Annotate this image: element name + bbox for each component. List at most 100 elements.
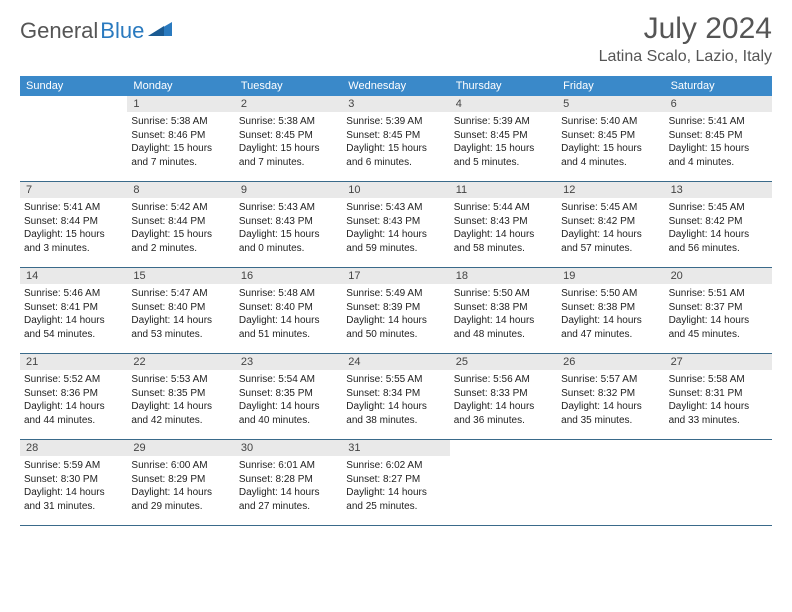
day-cell: 30Sunrise: 6:01 AMSunset: 8:28 PMDayligh… bbox=[235, 440, 342, 526]
day-cell: 16Sunrise: 5:48 AMSunset: 8:40 PMDayligh… bbox=[235, 268, 342, 354]
day-number: 2 bbox=[235, 96, 342, 112]
logo-text-right: Blue bbox=[100, 18, 144, 44]
day-cell: 2Sunrise: 5:38 AMSunset: 8:45 PMDaylight… bbox=[235, 96, 342, 182]
week-row: 21Sunrise: 5:52 AMSunset: 8:36 PMDayligh… bbox=[20, 354, 772, 440]
day-cell: 28Sunrise: 5:59 AMSunset: 8:30 PMDayligh… bbox=[20, 440, 127, 526]
day-number: 10 bbox=[342, 182, 449, 198]
day-cell: 8Sunrise: 5:42 AMSunset: 8:44 PMDaylight… bbox=[127, 182, 234, 268]
daylight-text-line1: Daylight: 15 hours bbox=[669, 142, 768, 156]
sunset-text: Sunset: 8:39 PM bbox=[346, 301, 445, 315]
weekday-label: Saturday bbox=[665, 76, 772, 96]
day-number: 13 bbox=[665, 182, 772, 198]
daylight-text-line2: and 7 minutes. bbox=[239, 156, 338, 170]
day-number: 26 bbox=[557, 354, 664, 370]
day-number: 5 bbox=[557, 96, 664, 112]
sunrise-text: Sunrise: 5:44 AM bbox=[454, 201, 553, 215]
day-cell: 4Sunrise: 5:39 AMSunset: 8:45 PMDaylight… bbox=[450, 96, 557, 182]
daylight-text-line1: Daylight: 15 hours bbox=[561, 142, 660, 156]
sunrise-text: Sunrise: 5:41 AM bbox=[669, 115, 768, 129]
sunrise-text: Sunrise: 5:57 AM bbox=[561, 373, 660, 387]
sunrise-text: Sunrise: 5:40 AM bbox=[561, 115, 660, 129]
week-row: 14Sunrise: 5:46 AMSunset: 8:41 PMDayligh… bbox=[20, 268, 772, 354]
title-block: July 2024 Latina Scalo, Lazio, Italy bbox=[599, 12, 772, 66]
daylight-text-line2: and 4 minutes. bbox=[561, 156, 660, 170]
day-number: 6 bbox=[665, 96, 772, 112]
sunset-text: Sunset: 8:35 PM bbox=[239, 387, 338, 401]
calendar-container: GeneralBlue July 2024 Latina Scalo, Lazi… bbox=[0, 0, 792, 538]
sunrise-text: Sunrise: 5:45 AM bbox=[561, 201, 660, 215]
sunset-text: Sunset: 8:36 PM bbox=[24, 387, 123, 401]
sunrise-text: Sunrise: 5:51 AM bbox=[669, 287, 768, 301]
sunset-text: Sunset: 8:42 PM bbox=[669, 215, 768, 229]
sunrise-text: Sunrise: 6:02 AM bbox=[346, 459, 445, 473]
sunrise-text: Sunrise: 6:00 AM bbox=[131, 459, 230, 473]
day-number: 4 bbox=[450, 96, 557, 112]
day-cell bbox=[20, 96, 127, 182]
daylight-text-line2: and 57 minutes. bbox=[561, 242, 660, 256]
location: Latina Scalo, Lazio, Italy bbox=[599, 48, 772, 66]
sunrise-text: Sunrise: 5:46 AM bbox=[24, 287, 123, 301]
daylight-text-line2: and 3 minutes. bbox=[24, 242, 123, 256]
daylight-text-line1: Daylight: 14 hours bbox=[346, 314, 445, 328]
sunset-text: Sunset: 8:27 PM bbox=[346, 473, 445, 487]
sunset-text: Sunset: 8:34 PM bbox=[346, 387, 445, 401]
daylight-text-line2: and 36 minutes. bbox=[454, 414, 553, 428]
day-number: 20 bbox=[665, 268, 772, 284]
sunrise-text: Sunrise: 5:53 AM bbox=[131, 373, 230, 387]
sunset-text: Sunset: 8:40 PM bbox=[131, 301, 230, 315]
sunrise-text: Sunrise: 5:52 AM bbox=[24, 373, 123, 387]
day-cell: 10Sunrise: 5:43 AMSunset: 8:43 PMDayligh… bbox=[342, 182, 449, 268]
weekday-label: Monday bbox=[127, 76, 234, 96]
day-number: 11 bbox=[450, 182, 557, 198]
day-cell: 11Sunrise: 5:44 AMSunset: 8:43 PMDayligh… bbox=[450, 182, 557, 268]
daylight-text-line2: and 27 minutes. bbox=[239, 500, 338, 514]
daylight-text-line1: Daylight: 14 hours bbox=[24, 400, 123, 414]
sunrise-text: Sunrise: 5:48 AM bbox=[239, 287, 338, 301]
daylight-text-line2: and 4 minutes. bbox=[669, 156, 768, 170]
sunrise-text: Sunrise: 5:39 AM bbox=[454, 115, 553, 129]
logo-triangle-icon bbox=[148, 18, 174, 44]
day-cell: 24Sunrise: 5:55 AMSunset: 8:34 PMDayligh… bbox=[342, 354, 449, 440]
daylight-text-line2: and 45 minutes. bbox=[669, 328, 768, 342]
sunrise-text: Sunrise: 5:58 AM bbox=[669, 373, 768, 387]
day-cell: 13Sunrise: 5:45 AMSunset: 8:42 PMDayligh… bbox=[665, 182, 772, 268]
day-cell: 15Sunrise: 5:47 AMSunset: 8:40 PMDayligh… bbox=[127, 268, 234, 354]
sunrise-text: Sunrise: 5:45 AM bbox=[669, 201, 768, 215]
sunset-text: Sunset: 8:44 PM bbox=[24, 215, 123, 229]
daylight-text-line1: Daylight: 14 hours bbox=[239, 400, 338, 414]
day-cell bbox=[665, 440, 772, 526]
daylight-text-line1: Daylight: 14 hours bbox=[24, 314, 123, 328]
daylight-text-line1: Daylight: 14 hours bbox=[561, 314, 660, 328]
day-number: 16 bbox=[235, 268, 342, 284]
sunrise-text: Sunrise: 5:54 AM bbox=[239, 373, 338, 387]
day-cell: 29Sunrise: 6:00 AMSunset: 8:29 PMDayligh… bbox=[127, 440, 234, 526]
daylight-text-line2: and 48 minutes. bbox=[454, 328, 553, 342]
daylight-text-line1: Daylight: 14 hours bbox=[454, 314, 553, 328]
daylight-text-line1: Daylight: 14 hours bbox=[239, 314, 338, 328]
day-cell: 6Sunrise: 5:41 AMSunset: 8:45 PMDaylight… bbox=[665, 96, 772, 182]
daylight-text-line1: Daylight: 14 hours bbox=[346, 228, 445, 242]
daylight-text-line1: Daylight: 15 hours bbox=[131, 228, 230, 242]
day-cell: 27Sunrise: 5:58 AMSunset: 8:31 PMDayligh… bbox=[665, 354, 772, 440]
day-cell bbox=[557, 440, 664, 526]
sunset-text: Sunset: 8:46 PM bbox=[131, 129, 230, 143]
day-number: 28 bbox=[20, 440, 127, 456]
day-number: 19 bbox=[557, 268, 664, 284]
daylight-text-line1: Daylight: 15 hours bbox=[239, 142, 338, 156]
daylight-text-line2: and 25 minutes. bbox=[346, 500, 445, 514]
daylight-text-line1: Daylight: 14 hours bbox=[561, 228, 660, 242]
day-cell: 3Sunrise: 5:39 AMSunset: 8:45 PMDaylight… bbox=[342, 96, 449, 182]
day-cell: 26Sunrise: 5:57 AMSunset: 8:32 PMDayligh… bbox=[557, 354, 664, 440]
daylight-text-line2: and 51 minutes. bbox=[239, 328, 338, 342]
day-number: 24 bbox=[342, 354, 449, 370]
sunset-text: Sunset: 8:33 PM bbox=[454, 387, 553, 401]
week-row: 1Sunrise: 5:38 AMSunset: 8:46 PMDaylight… bbox=[20, 96, 772, 182]
daylight-text-line2: and 5 minutes. bbox=[454, 156, 553, 170]
day-cell: 18Sunrise: 5:50 AMSunset: 8:38 PMDayligh… bbox=[450, 268, 557, 354]
daylight-text-line1: Daylight: 14 hours bbox=[131, 486, 230, 500]
day-cell: 23Sunrise: 5:54 AMSunset: 8:35 PMDayligh… bbox=[235, 354, 342, 440]
daylight-text-line1: Daylight: 15 hours bbox=[131, 142, 230, 156]
day-cell: 19Sunrise: 5:50 AMSunset: 8:38 PMDayligh… bbox=[557, 268, 664, 354]
day-cell: 21Sunrise: 5:52 AMSunset: 8:36 PMDayligh… bbox=[20, 354, 127, 440]
sunset-text: Sunset: 8:31 PM bbox=[669, 387, 768, 401]
